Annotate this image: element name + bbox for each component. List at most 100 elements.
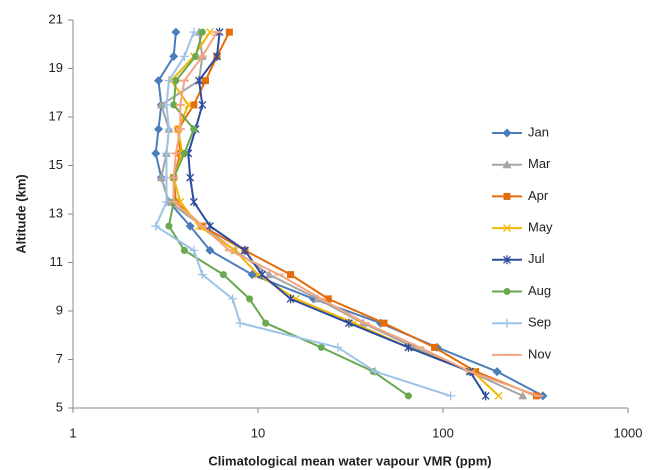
marker bbox=[503, 255, 511, 265]
marker bbox=[185, 221, 195, 231]
marker bbox=[161, 148, 171, 158]
x-axis-label: Climatological mean water vapour VMR (pp… bbox=[208, 453, 491, 468]
marker bbox=[257, 270, 266, 280]
x-tick-label: 10 bbox=[251, 425, 265, 440]
marker bbox=[264, 270, 274, 279]
marker bbox=[503, 288, 511, 295]
plot-area bbox=[151, 27, 548, 401]
marker bbox=[151, 221, 161, 231]
marker bbox=[206, 28, 214, 37]
marker bbox=[201, 77, 209, 85]
marker bbox=[165, 222, 173, 230]
marker bbox=[169, 51, 179, 61]
marker bbox=[494, 391, 503, 400]
marker bbox=[472, 368, 480, 376]
marker bbox=[164, 124, 174, 134]
legend-label: Jul bbox=[528, 251, 545, 266]
series-line bbox=[154, 31, 452, 397]
marker bbox=[344, 318, 353, 328]
y-tick-label: 21 bbox=[49, 11, 63, 26]
marker bbox=[180, 246, 188, 254]
marker bbox=[380, 319, 388, 327]
marker bbox=[219, 271, 227, 279]
marker bbox=[502, 160, 512, 169]
marker bbox=[172, 77, 180, 85]
marker bbox=[180, 149, 188, 157]
marker bbox=[502, 128, 512, 138]
marker bbox=[189, 245, 199, 255]
marker bbox=[198, 28, 206, 36]
marker bbox=[518, 391, 528, 400]
marker bbox=[195, 76, 203, 86]
marker bbox=[189, 27, 199, 37]
marker bbox=[262, 319, 270, 327]
legend-label: Nov bbox=[528, 346, 552, 361]
legend-label: Apr bbox=[528, 188, 549, 203]
series-line bbox=[167, 31, 409, 397]
x-tick-label: 100 bbox=[432, 425, 454, 440]
marker bbox=[370, 367, 380, 377]
marker bbox=[186, 173, 195, 183]
legend-label: Sep bbox=[528, 315, 551, 330]
y-axis-label: Altitude (km) bbox=[13, 174, 28, 253]
marker bbox=[192, 52, 200, 60]
series-line bbox=[172, 31, 540, 397]
marker bbox=[156, 173, 166, 182]
series-line bbox=[154, 32, 544, 397]
marker bbox=[240, 245, 249, 255]
marker bbox=[247, 270, 257, 280]
marker bbox=[189, 197, 198, 207]
y-tick-label: 9 bbox=[56, 302, 63, 317]
marker bbox=[404, 392, 412, 400]
marker bbox=[446, 391, 456, 401]
legend-label: Aug bbox=[528, 283, 551, 298]
legend-label: May bbox=[528, 220, 553, 235]
series-line bbox=[172, 31, 537, 397]
legend-label: Jan bbox=[528, 124, 549, 139]
marker bbox=[333, 342, 343, 352]
marker bbox=[151, 148, 161, 158]
marker bbox=[502, 318, 512, 328]
marker bbox=[317, 343, 325, 351]
x-tick-label: 1000 bbox=[614, 425, 643, 440]
y-tick-label: 7 bbox=[56, 351, 63, 366]
x-tick-label: 1 bbox=[69, 425, 76, 440]
y-tick-label: 17 bbox=[49, 108, 63, 123]
y-tick-label: 15 bbox=[49, 157, 63, 172]
marker bbox=[225, 28, 233, 36]
marker bbox=[205, 245, 215, 255]
marker bbox=[171, 27, 181, 37]
y-tick-label: 11 bbox=[50, 254, 64, 269]
marker bbox=[324, 295, 332, 303]
marker bbox=[286, 294, 295, 304]
legend-label: Mar bbox=[528, 156, 551, 171]
marker bbox=[228, 294, 238, 304]
marker bbox=[154, 76, 164, 86]
series-line bbox=[160, 31, 524, 397]
marker bbox=[190, 101, 198, 109]
marker bbox=[184, 100, 193, 109]
series-line bbox=[187, 31, 487, 397]
marker bbox=[431, 343, 439, 351]
marker bbox=[156, 100, 166, 109]
marker bbox=[492, 367, 502, 377]
marker bbox=[164, 76, 174, 86]
marker bbox=[161, 100, 171, 110]
y-tick-label: 5 bbox=[56, 399, 63, 414]
series-line bbox=[170, 31, 500, 397]
marker bbox=[503, 224, 511, 233]
marker bbox=[481, 391, 490, 401]
marker bbox=[206, 221, 214, 231]
marker bbox=[197, 270, 207, 280]
marker bbox=[404, 342, 413, 352]
marker bbox=[154, 124, 164, 134]
marker bbox=[190, 125, 198, 133]
marker bbox=[179, 51, 189, 61]
marker bbox=[503, 192, 511, 200]
marker bbox=[198, 100, 207, 110]
marker bbox=[212, 51, 221, 61]
marker bbox=[287, 271, 295, 279]
y-tick-label: 13 bbox=[49, 205, 63, 220]
marker bbox=[246, 295, 254, 303]
